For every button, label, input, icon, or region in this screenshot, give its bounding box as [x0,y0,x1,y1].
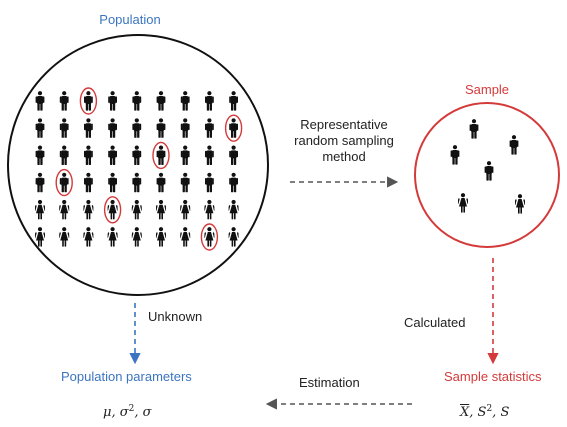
male-person-icon [132,91,142,111]
sample-title: Sample [464,82,510,97]
population-parameters-title: Population parameters [61,369,192,384]
female-person-icon [83,227,94,247]
male-person-icon [132,145,142,165]
sampling-method-line1: Representative [300,117,388,132]
xbar-symbol: X [460,405,470,420]
selected-highlight-ring [55,168,73,197]
population-title: Population [99,12,161,27]
male-person-icon [59,172,69,193]
separator: , [134,405,143,420]
female-person-icon [458,193,468,213]
female-person-icon [156,227,166,247]
male-person-icon [108,172,117,193]
female-person-icon [35,227,45,247]
male-person-icon [132,172,142,193]
separator: , [492,405,501,420]
male-person-icon [35,145,45,165]
female-person-icon [131,227,142,247]
male-person-icon [229,118,238,138]
population-circle [7,34,269,296]
female-person-icon [228,199,239,220]
male-person-icon [108,118,117,138]
female-person-icon [83,199,94,220]
sample-figures [450,119,525,214]
selected-highlight-ring [200,223,219,251]
male-person-icon [108,145,117,165]
female-person-icon [35,199,45,220]
male-person-icon [59,118,69,138]
male-person-icon [84,91,93,111]
male-person-icon [59,91,69,111]
sigma-symbol-2: σ [142,405,152,420]
male-person-icon [469,119,479,139]
female-person-icon [515,194,525,214]
female-person-icon [180,227,191,247]
s-symbol-2: S [500,405,510,420]
unknown-label: Unknown [148,309,203,324]
selected-highlight-ring [152,141,170,170]
male-person-icon [156,145,166,165]
female-person-icon [59,199,70,220]
male-person-icon [156,118,166,138]
calculated-label: Calculated [404,315,466,330]
male-person-icon [450,145,460,165]
male-person-icon [156,91,166,111]
female-person-icon [156,199,166,220]
male-person-icon [205,145,214,165]
female-person-icon [204,227,215,247]
population-figures [35,87,243,251]
male-person-icon [229,91,238,111]
male-person-icon [180,145,190,165]
male-person-icon [156,172,166,193]
male-person-icon [35,172,45,193]
s-symbol: S [477,405,487,420]
female-person-icon [107,227,118,247]
male-person-icon [108,91,117,111]
male-person-icon [84,172,93,193]
population-parameters-symbols: μ, σ2, σ [103,401,151,421]
male-person-icon [35,91,45,111]
separator: , [111,405,120,420]
female-person-icon [59,227,70,247]
separator: , [469,405,478,420]
female-person-icon [180,199,191,220]
male-person-icon [84,145,93,165]
female-person-icon [107,199,118,220]
sigma-symbol: σ [119,405,129,420]
selected-highlight-ring [79,87,98,115]
male-person-icon [180,118,190,138]
male-person-icon [59,145,69,165]
male-person-icon [132,118,142,138]
mu-symbol: μ [103,405,112,420]
male-person-icon [205,118,214,138]
sampling-method-line3: method [322,149,366,164]
sample-statistics-title: Sample statistics [444,369,542,384]
male-person-icon [484,161,494,181]
square-exponent: 2 [486,404,493,414]
square-exponent: 2 [128,404,135,414]
male-person-icon [84,118,93,138]
male-person-icon [180,91,190,111]
female-person-icon [131,199,142,220]
sample-statistics-symbols: X, S2, S [460,401,509,421]
female-person-icon [228,227,239,247]
selected-highlight-ring [224,114,243,142]
male-person-icon [205,91,214,111]
selected-highlight-ring [103,196,122,224]
male-person-icon [180,172,190,193]
male-person-icon [509,135,519,155]
female-person-icon [204,199,215,220]
male-person-icon [35,118,45,138]
male-person-icon [205,172,214,193]
sample-circle [414,102,560,248]
estimation-label: Estimation [299,375,360,390]
male-person-icon [229,145,238,165]
male-person-icon [229,172,238,193]
sampling-method-line2: random sampling [294,133,394,148]
